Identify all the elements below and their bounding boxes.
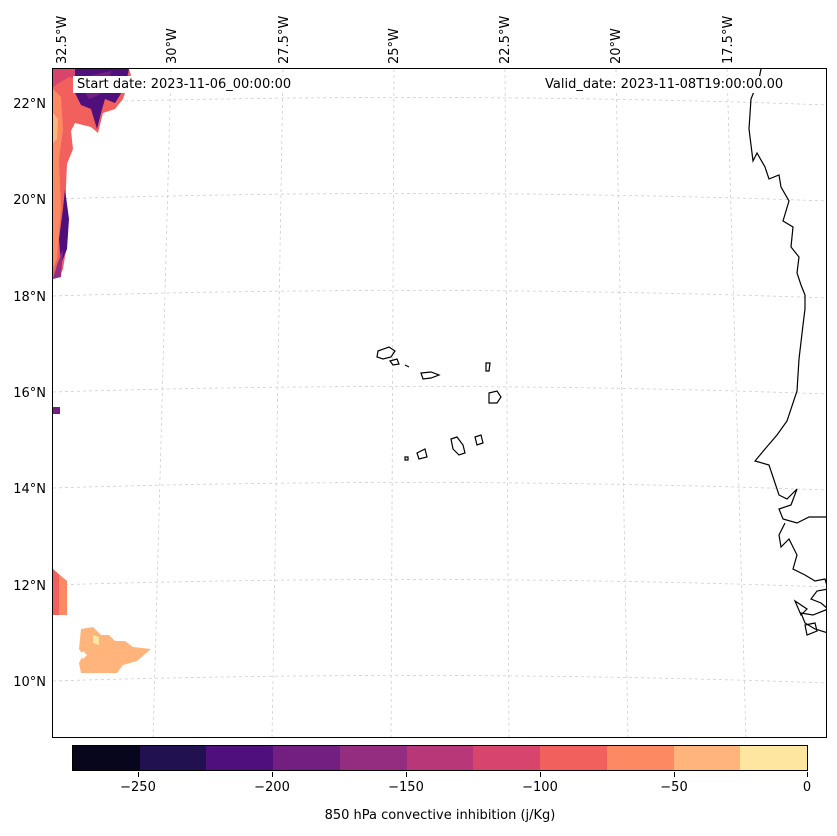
colorbar-tick	[674, 772, 675, 777]
colorbar-tick-label: −100	[522, 780, 558, 795]
graticule	[53, 69, 826, 737]
cape-verde-islands	[376, 346, 502, 461]
west-africa-coastline	[748, 69, 826, 524]
colorbar-tick	[406, 772, 407, 777]
colorbar-title: 850 hPa convective inhibition (j/Kg)	[324, 808, 556, 823]
map-canvas[interactable]	[52, 68, 827, 738]
lat-label-14n: 14°N	[13, 482, 46, 497]
cin-contours	[53, 69, 151, 673]
lat-label-20n: 20°N	[13, 193, 46, 208]
colorbar-tick	[807, 772, 808, 777]
lon-label-30w: 30°W	[165, 28, 180, 64]
colorbar-segment	[606, 746, 674, 770]
colorbar-tick-label: −250	[120, 780, 156, 795]
map-svg	[53, 69, 826, 737]
colorbar-segment	[139, 746, 207, 770]
lon-label-27-5w: 27.5°W	[277, 15, 292, 64]
lat-label-12n: 12°N	[13, 579, 46, 594]
lon-label-22-5w: 22.5°W	[498, 15, 513, 64]
lat-label-16n: 16°N	[13, 386, 46, 401]
start-date-label: Start date: 2023-11-06_00:00:00	[73, 76, 296, 93]
cin-patch-sw	[79, 627, 151, 673]
colorbar-segment	[273, 746, 340, 770]
colorbar-segment	[206, 746, 274, 770]
colorbar	[72, 745, 808, 771]
cin-patch-nw	[53, 69, 131, 279]
colorbar-segment	[740, 746, 808, 770]
colorbar-tick	[272, 772, 273, 777]
colorbar-tick-label: −50	[660, 780, 688, 795]
colorbar-segment	[540, 746, 607, 770]
colorbar-tick-label: −150	[388, 780, 424, 795]
lon-label-32-5w: 32.5°W	[55, 15, 70, 64]
colorbar-segment	[406, 746, 474, 770]
lon-label-25w: 25°W	[387, 28, 402, 64]
valid-date-label: Valid_date: 2023-11-08T19:00:00.00	[541, 76, 788, 93]
lon-label-20w: 20°W	[609, 28, 624, 64]
colorbar-tick	[540, 772, 541, 777]
colorbar-tick	[138, 772, 139, 777]
colorbar-tick-label: −200	[254, 780, 290, 795]
lat-label-18n: 18°N	[13, 290, 46, 305]
colorbar-segment	[673, 746, 741, 770]
lon-label-17-5w: 17.5°W	[721, 15, 736, 64]
colorbar-segment	[339, 746, 407, 770]
colorbar-segment	[473, 746, 541, 770]
colorbar-tick-label: 0	[802, 780, 812, 795]
lat-label-22n: 22°N	[13, 97, 46, 112]
colorbar-segment	[73, 746, 140, 770]
lat-label-10n: 10°N	[13, 675, 46, 690]
cin-patch-small	[53, 407, 60, 414]
